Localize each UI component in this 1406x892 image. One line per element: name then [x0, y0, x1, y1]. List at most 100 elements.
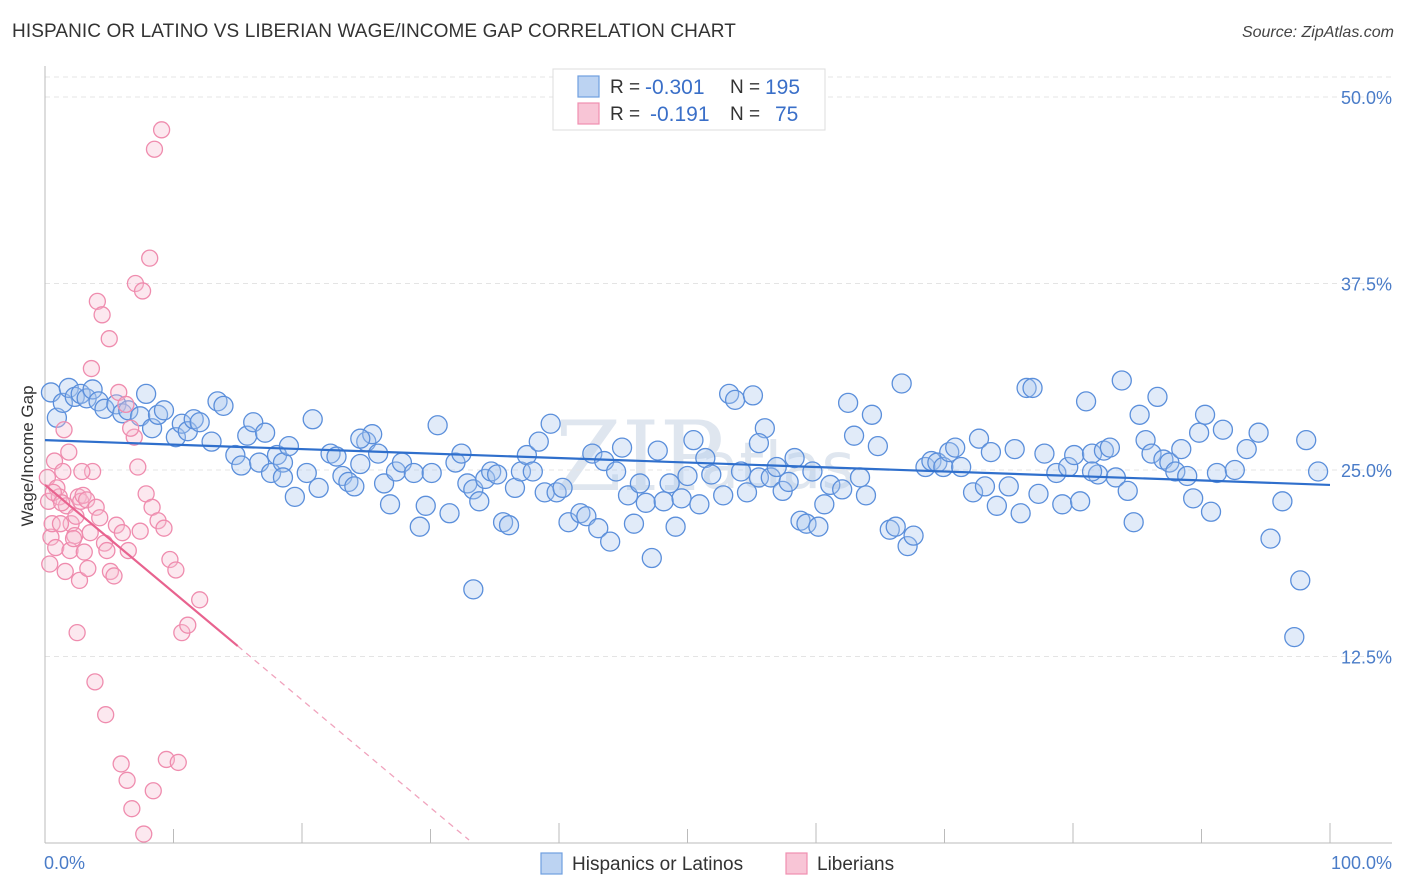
- liberians-point-8: [55, 421, 73, 439]
- hispanics-point-175: [1183, 488, 1204, 509]
- axes: [44, 66, 1392, 844]
- hispanics-point-113: [778, 471, 799, 493]
- liberians-point-70: [144, 782, 162, 800]
- liberians-point-36: [113, 524, 131, 542]
- legend-label-hispanics: Hispanics or Latinos: [572, 854, 743, 875]
- hispanics-point-131: [897, 535, 918, 557]
- liberians-point-23: [56, 562, 74, 581]
- hispanics-point-125: [855, 485, 877, 506]
- hispanics-point-15: [141, 418, 163, 439]
- hispanics-point-189: [1307, 461, 1329, 482]
- hispanics-point-128: [879, 519, 900, 540]
- hispanics-point-106: [736, 482, 758, 503]
- hispanics-point-188: [1296, 430, 1317, 451]
- liberians-point-25: [64, 529, 83, 548]
- hispanics-point-57: [427, 415, 448, 436]
- liberians-point-20: [41, 555, 59, 573]
- stats-n-label-pink: N =: [730, 104, 760, 125]
- hispanics-point-90: [635, 492, 657, 513]
- hispanics-point-147: [1010, 503, 1031, 524]
- hispanics-point-143: [980, 441, 1002, 463]
- hispanics-point-73: [528, 431, 549, 452]
- series-liberians-points: [38, 121, 209, 843]
- hispanics-point-179: [1206, 462, 1228, 484]
- hispanics-point-194: [748, 432, 770, 454]
- hispanics-point-185: [1272, 491, 1293, 512]
- hispanics-point-141: [968, 428, 990, 449]
- liberians-point-65: [97, 706, 115, 724]
- hispanics-point-149: [1022, 377, 1043, 399]
- stats-r-value-pink: -0.191: [650, 103, 710, 126]
- liberians-point-32: [98, 541, 116, 560]
- hispanics-point-122: [837, 392, 859, 414]
- hispanics-point-126: [861, 404, 883, 425]
- trend-line-liberians: [44, 484, 239, 647]
- hispanics-point-176: [1188, 422, 1210, 443]
- liberians-point-59: [133, 282, 152, 300]
- hispanics-point-161: [1099, 437, 1121, 458]
- hispanics-point-118: [808, 516, 829, 537]
- source-label: Source: ZipAtlas.com: [1241, 24, 1394, 41]
- legend-label-liberians: Liberians: [817, 854, 894, 875]
- y-tick-label-0: 12.5%: [1341, 648, 1392, 668]
- hispanics-point-14: [135, 383, 157, 405]
- chart-title: HISPANIC OR LATINO VS LIBERIAN WAGE/INCO…: [12, 21, 736, 42]
- hispanics-point-93: [653, 491, 674, 512]
- hispanics-point-85: [605, 461, 627, 482]
- liberians-point-26: [70, 571, 89, 590]
- stats-legend: R = -0.301 N = 195 R = -0.191 N = 75: [552, 68, 826, 131]
- liberians-point-44: [155, 519, 173, 537]
- hispanics-point-82: [588, 518, 609, 539]
- hispanics-point-177: [1194, 404, 1216, 425]
- liberians-point-2: [42, 528, 60, 546]
- liberians-point-51: [82, 359, 101, 378]
- hispanics-point-58: [439, 503, 460, 524]
- hispanics-point-39: [308, 477, 329, 499]
- hispanics-point-129: [885, 516, 906, 537]
- stats-r-label-blue: R =: [610, 77, 640, 98]
- trend-line-liberians-extension: [237, 645, 470, 841]
- hispanics-point-31: [254, 422, 276, 443]
- hispanics-point-97: [677, 465, 698, 487]
- hispanics-point-47: [362, 424, 383, 445]
- hispanics-point-174: [1177, 465, 1198, 487]
- liberians-point-28: [79, 559, 97, 578]
- hispanics-point-190: [463, 579, 484, 600]
- hispanics-point-66: [486, 464, 508, 485]
- y-tick-labels: 12.5% 25.0% 37.5% 50.0%: [1341, 88, 1392, 668]
- stats-legend-swatch-blue: [577, 75, 600, 98]
- y-tick-label-1: 25.0%: [1341, 461, 1392, 481]
- hispanics-point-146: [1004, 438, 1025, 460]
- hispanics-point-99: [689, 494, 710, 515]
- hispanics-point-144: [986, 495, 1008, 516]
- hispanics-point-116: [796, 513, 817, 534]
- hispanics-point-165: [1123, 512, 1144, 533]
- liberians-point-69: [135, 825, 153, 843]
- hispanics-point-181: [1224, 459, 1245, 481]
- hispanics-point-27: [231, 455, 252, 476]
- hispanics-point-182: [1236, 438, 1257, 460]
- hispanics-point-109: [754, 418, 775, 439]
- liberians-point-68: [123, 800, 141, 818]
- hispanics-point-88: [623, 513, 645, 534]
- hispanics-point-130: [891, 373, 912, 394]
- x-tick-label-max: 100.0%: [1331, 853, 1392, 873]
- hispanics-point-155: [1064, 444, 1085, 466]
- hispanics-point-79: [570, 503, 591, 524]
- hispanics-point-150: [1028, 483, 1049, 505]
- liberians-point-74: [53, 494, 71, 512]
- liberians-point-40: [131, 522, 149, 540]
- hispanics-point-142: [974, 476, 996, 497]
- stats-legend-swatch-pink: [577, 102, 600, 125]
- hispanics-point-151: [1034, 443, 1055, 464]
- hispanics-point-56: [421, 462, 442, 484]
- hispanics-point-145: [998, 476, 1019, 497]
- hispanics-point-95: [665, 516, 686, 537]
- hispanics-point-37: [296, 462, 317, 484]
- liberians-point-30: [91, 509, 109, 527]
- liberians-point-53: [93, 306, 111, 324]
- hispanics-point-163: [1111, 370, 1132, 391]
- hispanics-point-38: [302, 409, 323, 430]
- liberians-point-61: [145, 140, 164, 158]
